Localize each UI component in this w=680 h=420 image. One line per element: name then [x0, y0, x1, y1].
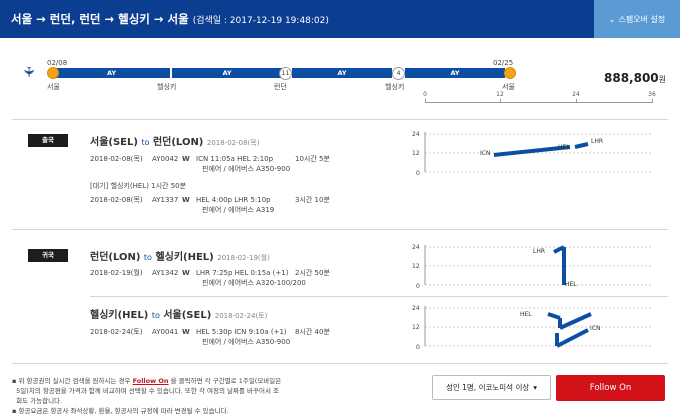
segment-bar: AY: [172, 68, 282, 78]
outbound-badge: 출국: [28, 134, 68, 147]
y-tick: 12: [412, 263, 420, 270]
follow-on-link[interactable]: Follow On: [132, 377, 169, 385]
origin-dot: [47, 67, 59, 79]
header-bar: 서울 → 런던, 런던 → 헬싱키 → 서울 (검색일 : 2017-12-19 …: [0, 0, 680, 38]
stop-label: 런던: [274, 83, 287, 91]
chevron-down-icon: ⌄: [608, 14, 616, 24]
y-tick: 0: [416, 170, 420, 177]
destination-dot: [504, 67, 516, 79]
segment-bar: AY: [405, 68, 505, 78]
stay-nights-marker: 11: [279, 67, 292, 80]
y-tick: 24: [412, 244, 420, 251]
stop-label: 서울: [47, 83, 60, 91]
y-tick: 24: [412, 131, 420, 138]
search-date: (검색일 : 2017-12-19 19:48:02): [192, 16, 329, 26]
scale-tick: 36: [648, 91, 656, 98]
scale-tick: 0: [423, 91, 427, 98]
outbound-title: 서울(SEL) to 런던(LON) 2018-02-08(목): [90, 137, 260, 148]
airport-label: LHR: [533, 248, 545, 255]
follow-on-button[interactable]: Follow On: [556, 375, 665, 401]
y-tick: 0: [416, 283, 420, 290]
inbound-leg2-time-chart: 24 12 0 HEL ICN: [412, 305, 652, 351]
airport-label: HEL: [558, 144, 570, 151]
fare-notice: ▪ 항공요금은 항공사 좌석상황, 환율, 항공사의 규정에 따라 변경될 수 …: [12, 407, 229, 415]
route-text: 서울 → 런던, 런던 → 헬싱키 → 서울: [11, 12, 189, 26]
flight-line: [547, 312, 561, 320]
airport-label: ICN: [590, 325, 600, 332]
route-title: 서울 → 런던, 런던 → 헬싱키 → 서울 (검색일 : 2017-12-19 …: [11, 11, 329, 27]
flight-row: 2018-02-08(목) AY0042 W ICN 11:05a HEL 2:10p…: [90, 155, 330, 173]
total-price: 888,800원: [604, 71, 667, 85]
divider: [90, 296, 668, 297]
passenger-class-select[interactable]: 성인 1명, 이코노미석 이상 ▾: [432, 375, 551, 400]
airport-label: HEL: [520, 311, 532, 318]
stop-label: 헬싱키: [385, 83, 405, 91]
scale-tick: 24: [572, 91, 580, 98]
flight-line: [493, 145, 571, 157]
inbound-leg1-time-chart: 24 12 0 LHR HEL: [412, 244, 652, 290]
y-tick: 12: [412, 150, 420, 157]
stay-nights-marker: 4: [392, 67, 405, 80]
start-date: 02/08: [47, 59, 68, 67]
outbound-time-chart: 24 12 0 ICN HEL LHR: [412, 131, 652, 177]
inbound-leg1-title: 런던(LON) to 헬싱키(HEL) 2018-02-19(월): [90, 252, 270, 263]
segment-bar: AY: [292, 68, 392, 78]
inbound-badge: 귀국: [28, 249, 68, 262]
y-tick: 0: [416, 344, 420, 351]
hour-scale: 0 12 24 36: [423, 91, 656, 114]
end-date: 02/25: [493, 59, 514, 67]
y-tick: 12: [412, 324, 420, 331]
inbound-leg2-title: 헬싱키(HEL) to 서울(SEL) 2018-02-24(토): [90, 310, 268, 321]
y-tick: 24: [412, 305, 420, 312]
airplane-icon: ✈: [19, 66, 36, 78]
scale-tick: 12: [496, 91, 504, 98]
divider: [12, 229, 668, 230]
flight-line: [559, 312, 592, 330]
layover-info: [대기] 헬싱키(HEL) 1시간 50분: [90, 182, 187, 190]
schedule-setting-button[interactable]: ⌄ 스팸오버 설정: [594, 0, 680, 38]
segment-bar: AY: [53, 68, 170, 78]
divider: [12, 119, 668, 120]
flight-row: 2018-02-19(월) AY1342 W LHR 7:25p HEL 0:15a …: [90, 269, 330, 287]
divider: [12, 363, 668, 364]
airport-label: HEL: [565, 281, 577, 288]
stop-label: 헬싱키: [157, 83, 177, 91]
flight-row: 2018-02-24(토) AY0041 W HEL 5:30p ICN 9:10a …: [90, 328, 330, 346]
airport-label: LHR: [591, 138, 603, 145]
flight-row: 2018-02-08(목) AY1337 W HEL 4:00p LHR 5:10p 3…: [90, 196, 330, 214]
stop-label: 서울: [502, 83, 515, 91]
schedule-setting-label: 스팸오버 설정: [618, 14, 666, 24]
airport-label: ICN: [480, 150, 490, 157]
caret-down-icon: ▾: [533, 383, 538, 392]
itinerary-timeline: ✈ 02/08 02/25 AY AY AY AY 11 4 서울 헬싱키 런던…: [0, 52, 680, 112]
follow-on-note: ▪ 위 항공권의 실시간 검색을 원하시는 경우 Follow On 을 클릭하…: [12, 377, 282, 405]
flight-line: [574, 142, 589, 149]
flight-line: [556, 328, 589, 348]
